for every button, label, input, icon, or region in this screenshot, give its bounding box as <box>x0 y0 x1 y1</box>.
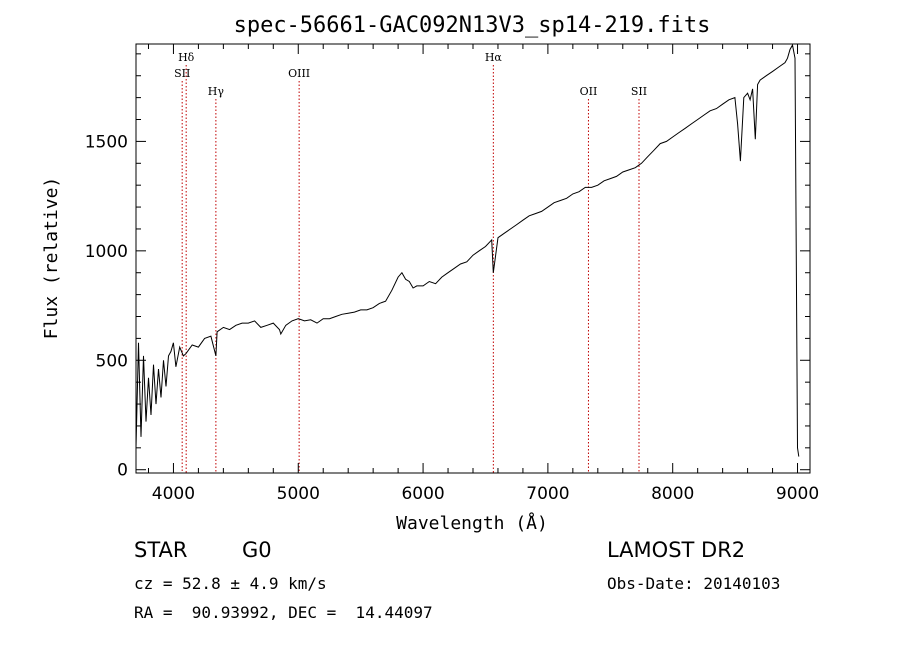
x-tick-label: 8000 <box>651 484 694 504</box>
y-tick-label: 1500 <box>85 132 128 152</box>
chart-title: spec-56661-GAC092N13V3_sp14-219.fits <box>234 13 711 38</box>
x-tick-label: 9000 <box>776 484 819 504</box>
emission-line-label: Hδ <box>178 51 195 64</box>
x-tick-label: 4000 <box>152 484 195 504</box>
spectral-subclass: G0 <box>242 538 272 562</box>
object-class: STAR <box>134 538 188 562</box>
x-axis-label: Wavelength (Å) <box>396 512 548 534</box>
redshift-velocity: cz = 52.8 ± 4.9 km/s <box>134 574 327 593</box>
y-tick-label: 1000 <box>85 242 128 262</box>
emission-line-label: OII <box>580 85 598 98</box>
emission-line-label: Hγ <box>208 85 225 98</box>
emission-line-label: OIII <box>288 67 310 80</box>
emission-line-markers: Hδ SII Hγ OIII Hα OII SII <box>174 51 647 473</box>
y-axis-label: Flux (relative) <box>41 177 62 340</box>
survey-name: LAMOST DR2 <box>607 538 746 562</box>
x-tick-label: 7000 <box>526 484 569 504</box>
emission-line-label: Hα <box>485 51 503 64</box>
y-tick-label: 0 <box>117 461 128 481</box>
emission-line-label: SII <box>174 67 190 80</box>
spectrum-line <box>135 43 800 457</box>
axis-ticks: 4000 5000 6000 7000 8000 9000 0 500 1000 1500 <box>85 44 819 504</box>
x-tick-label: 6000 <box>401 484 444 504</box>
plot-frame <box>135 43 811 474</box>
x-tick-label: 5000 <box>277 484 320 504</box>
coordinates: RA = 90.93992, DEC = 14.44097 <box>134 603 433 622</box>
y-tick-label: 500 <box>96 351 128 371</box>
observation-date: Obs-Date: 20140103 <box>607 574 781 593</box>
emission-line-label: SII <box>631 85 647 98</box>
